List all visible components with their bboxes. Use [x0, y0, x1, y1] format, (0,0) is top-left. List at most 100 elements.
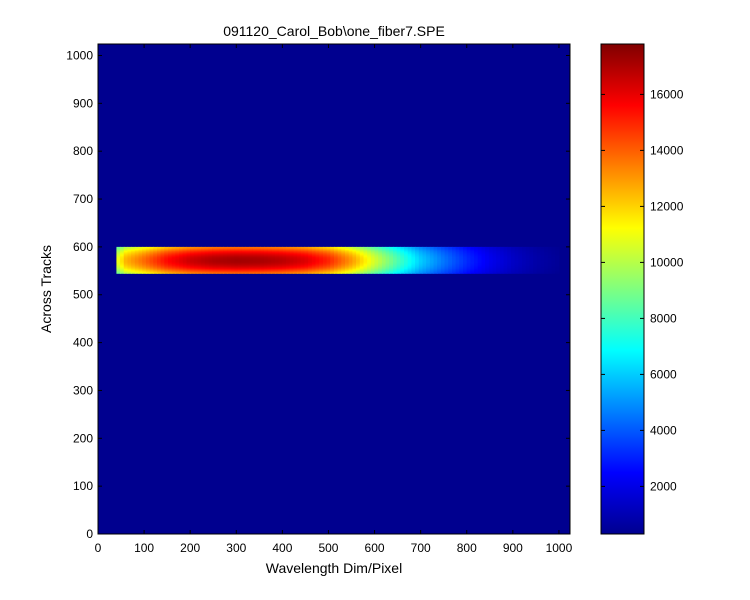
- heatmap-cell: [411, 262, 416, 265]
- heatmap-cell: [514, 252, 519, 255]
- y-tick-label: 1000: [66, 48, 93, 62]
- heatmap-cell: [182, 256, 188, 259]
- heatmap-cell: [496, 266, 501, 268]
- heatmap-cell: [267, 251, 272, 254]
- heatmap-cell: [522, 246, 527, 249]
- heatmap-cell: [481, 269, 486, 272]
- heatmap-cell: [190, 248, 195, 250]
- heatmap-cell: [544, 257, 549, 260]
- heatmap-cell: [385, 272, 390, 274]
- heatmap-cell: [179, 266, 184, 268]
- heatmap-cell: [551, 255, 556, 258]
- heatmap-cell: [551, 262, 556, 265]
- heatmap-cell: [481, 262, 486, 265]
- heatmap-cell: [275, 262, 280, 265]
- heatmap-cell: [345, 252, 350, 255]
- heatmap-cell: [319, 272, 324, 274]
- heatmap-cell: [393, 268, 398, 271]
- heatmap-cell: [315, 246, 320, 249]
- heatmap-cell: [186, 248, 191, 250]
- heatmap-cell: [326, 255, 331, 258]
- heatmap-cell: [245, 262, 250, 265]
- heatmap-cell: [263, 272, 269, 274]
- heatmap-cell: [123, 267, 129, 270]
- heatmap-cell: [426, 250, 431, 253]
- heatmap-cell: [289, 246, 295, 249]
- heatmap-cell: [289, 248, 295, 250]
- heatmap-cell: [157, 252, 162, 255]
- heatmap-cell: [555, 263, 560, 266]
- heatmap-cell: [134, 262, 140, 265]
- heatmap-cell: [278, 261, 283, 264]
- heatmap-cell: [459, 262, 464, 265]
- heatmap-cell: [385, 250, 390, 253]
- heatmap-cell: [249, 268, 254, 271]
- heatmap-cell: [359, 257, 365, 260]
- heatmap-cell: [219, 246, 224, 249]
- heatmap-cell: [389, 256, 394, 259]
- heatmap-cell: [208, 260, 213, 262]
- heatmap-cell: [518, 269, 523, 272]
- heatmap-cell: [245, 270, 250, 273]
- heatmap-cell: [267, 258, 272, 261]
- heatmap-cell: [525, 269, 531, 272]
- heatmap-cell: [463, 255, 468, 258]
- heatmap-cell: [171, 249, 177, 252]
- heatmap-cell: [123, 263, 129, 266]
- heatmap-cell: [120, 254, 125, 256]
- heatmap-cell: [168, 249, 173, 252]
- heatmap-cell: [470, 251, 475, 254]
- heatmap-cell: [363, 248, 368, 250]
- heatmap-cell: [496, 272, 501, 274]
- heatmap-cell: [433, 251, 438, 254]
- heatmap-cell: [359, 268, 365, 271]
- heatmap-cell: [275, 250, 280, 253]
- heatmap-cell: [337, 269, 342, 272]
- heatmap-cell: [378, 252, 383, 255]
- heatmap-cell: [433, 255, 438, 258]
- heatmap-cell: [322, 254, 328, 256]
- heatmap-cell: [540, 272, 545, 274]
- heatmap-cell: [363, 254, 368, 256]
- heatmap-cell: [448, 262, 453, 265]
- heatmap-cell: [227, 260, 232, 262]
- heatmap-cell: [518, 268, 523, 271]
- heatmap-cell: [197, 258, 202, 261]
- heatmap-cell: [216, 270, 221, 273]
- heatmap-cell: [223, 246, 228, 249]
- heatmap-cell: [263, 248, 269, 250]
- heatmap-cell: [300, 261, 306, 264]
- heatmap-cell: [286, 269, 291, 272]
- heatmap-cell: [507, 256, 512, 259]
- heatmap-cell: [120, 258, 125, 261]
- heatmap-cell: [396, 267, 401, 270]
- heatmap-cell: [223, 254, 228, 256]
- heatmap-cell: [514, 257, 519, 260]
- heatmap-cell: [337, 251, 342, 254]
- heatmap-cell: [551, 246, 556, 249]
- heatmap-cell: [241, 246, 247, 249]
- x-tick-label: 700: [411, 541, 431, 555]
- heatmap-cell: [422, 269, 427, 272]
- heatmap-cell: [381, 267, 387, 270]
- colorbar-tick-label: 6000: [650, 367, 677, 381]
- heatmap-cell: [474, 258, 479, 261]
- heatmap-cell: [145, 263, 151, 266]
- heatmap-cell: [216, 267, 221, 270]
- heatmap-cell: [396, 262, 401, 265]
- heatmap-cell: [488, 250, 494, 253]
- heatmap-cell: [352, 272, 357, 274]
- heatmap-cell: [533, 249, 538, 252]
- heatmap-cell: [204, 254, 210, 256]
- heatmap-cell: [389, 272, 394, 274]
- heatmap-cell: [389, 257, 394, 260]
- heatmap-cell: [131, 269, 136, 272]
- heatmap-cell: [422, 252, 427, 255]
- heatmap-cell: [322, 249, 328, 252]
- heatmap-cell: [415, 269, 420, 272]
- heatmap-cell: [267, 263, 272, 266]
- heatmap-cell: [278, 254, 283, 256]
- heatmap-cell: [252, 251, 258, 254]
- heatmap-cell: [278, 268, 283, 271]
- heatmap-cell: [363, 267, 368, 270]
